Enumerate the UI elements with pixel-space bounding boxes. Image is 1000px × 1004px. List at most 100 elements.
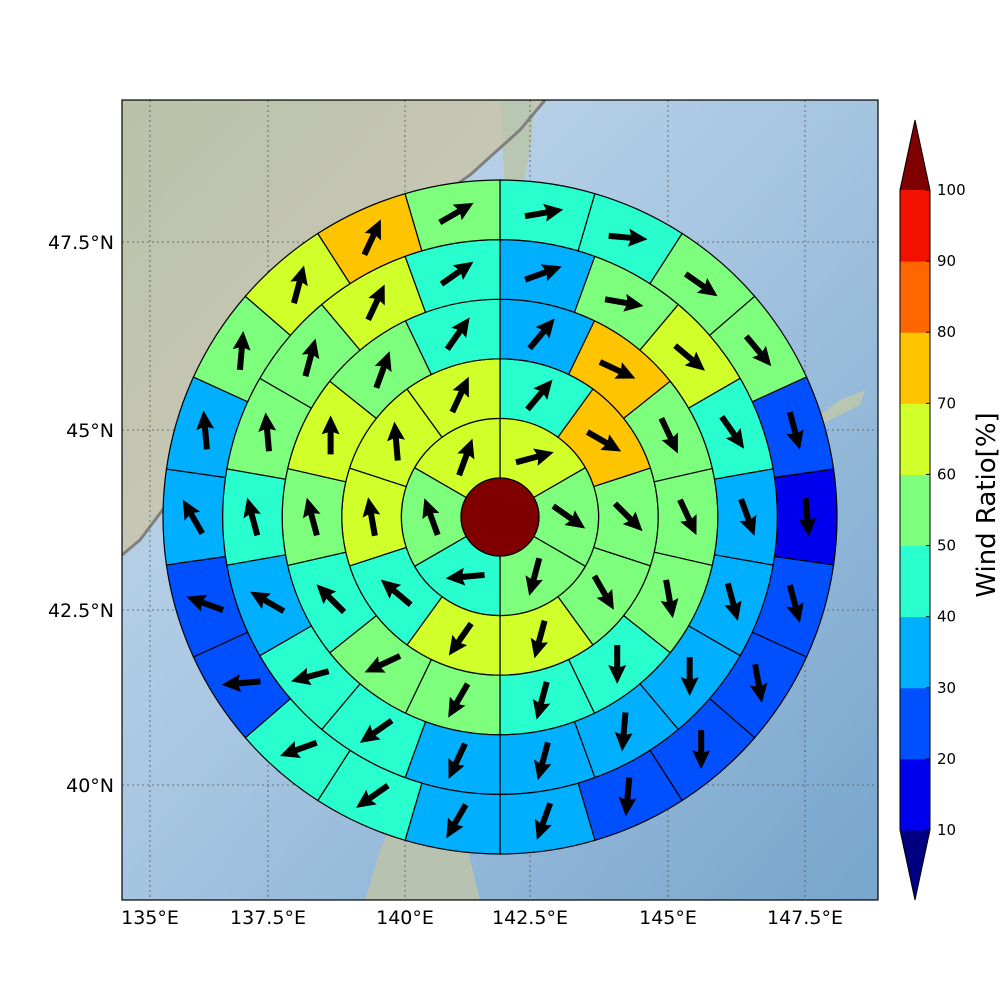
wind-arrow <box>660 579 679 619</box>
wind-arrow <box>448 621 474 656</box>
wind-arrow <box>182 499 205 535</box>
wind-arrow <box>456 438 475 477</box>
wind-arrow <box>677 498 697 536</box>
wind-arrow <box>724 582 742 622</box>
wind-arrow <box>719 415 745 449</box>
land-asia-mainland <box>122 100 545 555</box>
center-circle <box>460 477 540 557</box>
y-tick-label: 42.5°N <box>48 600 114 622</box>
wind-arrow <box>444 317 470 351</box>
colorbar-band <box>900 190 930 262</box>
wind-arrow <box>591 574 614 610</box>
wind-arrow <box>749 663 768 703</box>
wind-arrow <box>692 730 711 770</box>
wind-arrow <box>608 644 627 684</box>
wind-arrow <box>316 584 347 615</box>
x-tick-label: 135°E <box>121 907 179 929</box>
wind-arrow <box>449 376 469 414</box>
wind-arrow <box>380 579 413 607</box>
wind-arrow <box>356 783 390 808</box>
colorbar-tick-label: 20 <box>937 750 956 768</box>
wind-arrow <box>527 318 555 351</box>
colorbar-tick-label: 80 <box>937 323 956 341</box>
wind-arrow <box>221 674 261 693</box>
wind-arrow <box>612 501 643 532</box>
wind-arrow <box>798 497 817 537</box>
wind-arrow <box>524 203 564 222</box>
x-axis-ticks: 135°E 137.5°E 140°E 142.5°E 145°E 147.5°… <box>121 907 843 929</box>
wind-arrow <box>359 718 394 743</box>
colorbar-tick-label: 40 <box>937 608 956 626</box>
wind-arrow <box>448 682 471 718</box>
x-tick-label: 137.5°E <box>230 907 306 929</box>
y-tick-label: 40°N <box>66 775 114 797</box>
y-axis-ticks: 47.5°N 45°N 42.5°N 40°N <box>48 232 114 797</box>
wind-arrow <box>551 503 586 529</box>
wind-arrow <box>446 803 469 839</box>
colorbar-tick-label: 70 <box>937 394 956 412</box>
wind-arrow <box>743 334 772 367</box>
axes-frame <box>121 99 879 901</box>
wind-arrow <box>515 448 554 466</box>
wind-arrow <box>291 667 330 686</box>
wind-arrows <box>182 202 817 840</box>
wind-arrow <box>530 619 549 659</box>
wind-arrow <box>303 497 321 537</box>
wind-arrow <box>301 338 320 377</box>
wind-arrow <box>525 557 543 596</box>
wind-arrow <box>525 379 553 412</box>
colorbar: 10 20 30 40 50 60 70 80 90 100 <box>899 119 966 901</box>
colorbar-band <box>900 687 930 760</box>
wind-arrow <box>618 777 637 817</box>
colorbar-band <box>900 545 930 618</box>
wind-arrow <box>186 594 225 613</box>
colorbar-tick-label: 90 <box>937 252 956 270</box>
y-tick-label: 47.5°N <box>48 232 114 254</box>
wind-arrow <box>680 657 699 697</box>
colorbar-tick-label: 10 <box>937 821 956 839</box>
x-tick-label: 142.5°E <box>492 907 568 929</box>
colorbar-band <box>900 474 930 547</box>
wind-arrow <box>362 497 381 537</box>
wind-arrow <box>786 584 804 623</box>
wind-arrow <box>673 343 705 371</box>
colorbar-band <box>900 261 930 333</box>
wind-arrow <box>786 411 804 450</box>
wind-arrow <box>438 202 474 226</box>
wind-arrow <box>585 429 622 452</box>
wind-arrow <box>258 412 277 452</box>
wind-arrow <box>614 712 633 752</box>
colorbar-tick-label: 50 <box>937 537 956 555</box>
wind-arrow <box>598 359 636 379</box>
wind-arrow <box>534 802 554 840</box>
wind-arrow <box>738 498 757 536</box>
wind-arrow <box>422 498 441 536</box>
wind-arrow <box>196 410 215 450</box>
colorbar-band <box>900 616 930 689</box>
wind-arrow <box>658 416 678 454</box>
wind-arrow <box>445 567 485 586</box>
x-tick-label: 145°E <box>639 907 697 929</box>
colorbar-extend-min <box>900 830 930 900</box>
wind-arrow <box>290 265 308 304</box>
colorbar-tick-label: 30 <box>937 679 956 697</box>
wind-arrow <box>524 264 562 283</box>
polar-sector-plot <box>162 179 838 855</box>
colorbar-label: Wind Ratio[%] <box>972 412 1000 597</box>
wind-arrow <box>387 421 406 461</box>
colorbar-band <box>900 758 930 831</box>
wind-arrow <box>364 653 402 673</box>
wind-arrow <box>604 293 644 312</box>
wind-arrow <box>361 219 381 257</box>
wind-arrow <box>448 742 468 779</box>
colorbar-band <box>900 332 930 404</box>
wind-arrow <box>250 591 286 614</box>
wind-arrow <box>365 284 385 322</box>
colorbar-tick-label: 60 <box>937 465 956 483</box>
y-tick-label: 45°N <box>66 420 114 442</box>
wind-arrow <box>243 497 261 537</box>
wind-arrow <box>373 351 392 389</box>
wind-arrow <box>608 228 648 247</box>
wind-arrow <box>439 261 474 287</box>
